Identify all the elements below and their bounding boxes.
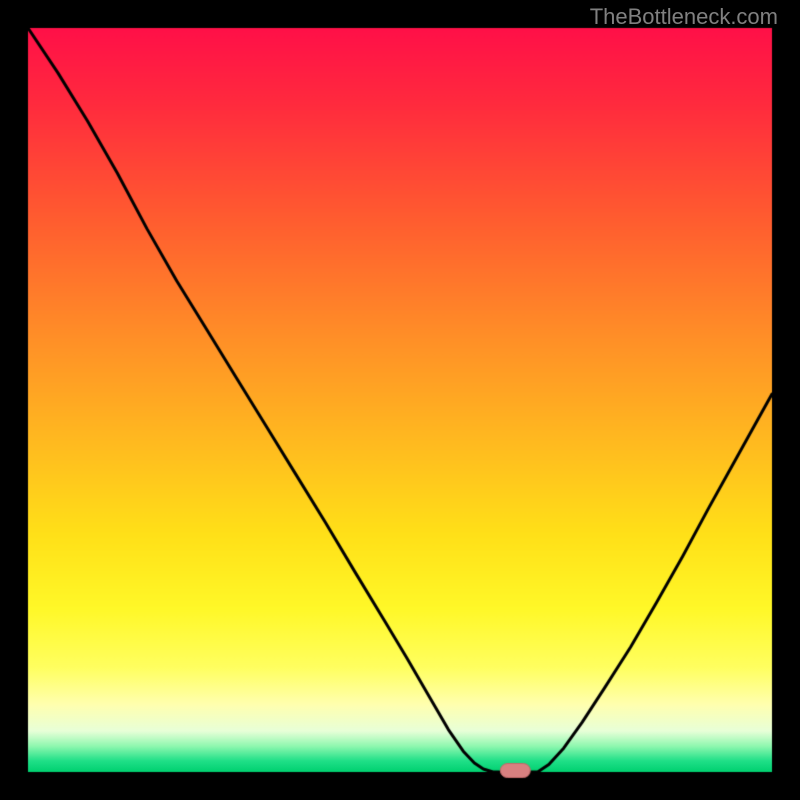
watermark-text: TheBottleneck.com — [590, 4, 778, 30]
bottleneck-chart — [0, 0, 800, 800]
